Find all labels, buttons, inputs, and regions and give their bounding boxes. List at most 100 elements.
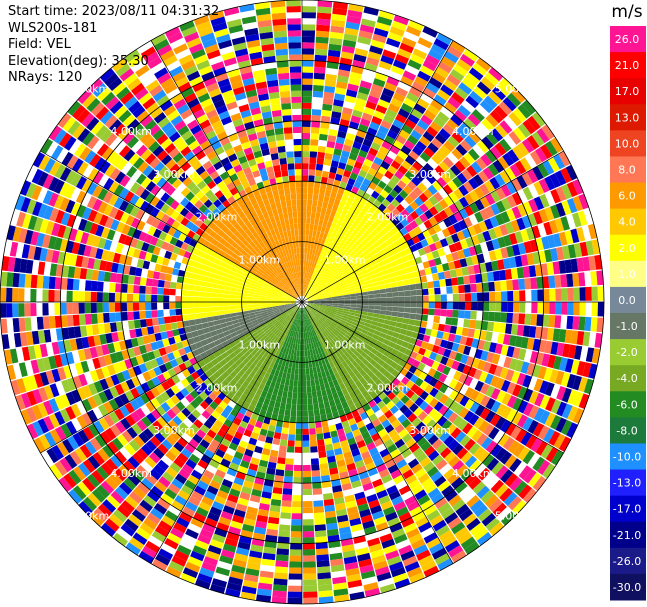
range-gate bbox=[260, 307, 267, 311]
range-gate bbox=[387, 32, 403, 43]
range-gate bbox=[443, 79, 458, 92]
range-gate bbox=[323, 260, 329, 267]
range-gate bbox=[303, 290, 306, 297]
range-gate bbox=[112, 437, 124, 451]
range-gate bbox=[318, 293, 325, 297]
range-gate bbox=[110, 374, 120, 386]
range-gate bbox=[227, 324, 235, 331]
range-gate bbox=[564, 230, 574, 245]
range-gate bbox=[55, 209, 65, 224]
range-gate bbox=[325, 279, 332, 285]
range-gate bbox=[475, 104, 490, 118]
range-gate bbox=[183, 236, 192, 245]
range-gate bbox=[222, 363, 231, 371]
range-gate bbox=[118, 360, 128, 372]
range-gate bbox=[145, 310, 152, 319]
range-gate bbox=[38, 155, 51, 171]
range-gate bbox=[329, 399, 336, 407]
range-gate bbox=[105, 261, 113, 272]
range-gate bbox=[302, 84, 313, 91]
range-gate bbox=[550, 204, 561, 219]
range-gate bbox=[269, 418, 277, 427]
range-gate bbox=[115, 243, 124, 254]
range-gate bbox=[372, 241, 380, 249]
range-gate bbox=[75, 337, 84, 350]
range-gate bbox=[199, 302, 206, 308]
range-gate bbox=[226, 532, 240, 542]
range-gate bbox=[465, 256, 474, 267]
range-gate bbox=[304, 247, 308, 254]
range-gate bbox=[532, 111, 546, 127]
range-gate bbox=[320, 414, 328, 422]
range-gate bbox=[344, 164, 354, 173]
range-gate bbox=[12, 363, 22, 379]
range-gate bbox=[221, 478, 233, 489]
range-gate bbox=[258, 459, 269, 468]
range-gate bbox=[324, 309, 331, 313]
range-gate bbox=[314, 518, 326, 526]
range-gate bbox=[448, 350, 458, 360]
range-gate bbox=[427, 142, 439, 154]
range-gate bbox=[161, 241, 170, 251]
range-gate bbox=[272, 487, 283, 495]
range-gate bbox=[226, 367, 234, 375]
range-gate bbox=[94, 434, 107, 448]
range-gate bbox=[338, 321, 346, 326]
range-gate bbox=[317, 327, 322, 334]
range-gate bbox=[337, 307, 344, 311]
range-gate bbox=[345, 132, 356, 141]
range-gate bbox=[376, 463, 387, 473]
range-gate bbox=[252, 277, 259, 283]
range-gate bbox=[476, 311, 483, 321]
range-gate bbox=[210, 330, 218, 337]
range-gate bbox=[278, 383, 285, 391]
range-gate bbox=[331, 251, 338, 258]
range-gate bbox=[343, 426, 352, 434]
range-gate bbox=[355, 364, 363, 373]
range-gate bbox=[302, 446, 310, 453]
range-gate bbox=[372, 355, 381, 363]
range-gate bbox=[292, 495, 302, 502]
range-gate bbox=[503, 356, 512, 369]
range-gate bbox=[290, 373, 295, 381]
range-gate bbox=[155, 356, 165, 366]
range-gate bbox=[533, 181, 545, 196]
range-gate bbox=[349, 71, 362, 81]
range-gate bbox=[139, 200, 150, 212]
range-gate bbox=[220, 511, 233, 521]
range-gate bbox=[427, 487, 441, 499]
range-gate bbox=[185, 403, 196, 413]
range-gate bbox=[513, 108, 527, 123]
range-gate bbox=[187, 308, 194, 314]
range-gate bbox=[304, 350, 308, 357]
range-gate bbox=[290, 300, 296, 302]
range-gate bbox=[419, 92, 433, 104]
range-gate bbox=[270, 317, 277, 322]
range-gate bbox=[349, 346, 356, 353]
range-gate bbox=[417, 411, 428, 422]
range-gate bbox=[356, 497, 368, 506]
range-gate bbox=[314, 415, 321, 423]
range-gate bbox=[302, 229, 306, 236]
range-gate bbox=[321, 389, 327, 397]
range-gate bbox=[303, 271, 305, 278]
range-gate bbox=[477, 532, 493, 546]
range-gate bbox=[307, 199, 313, 206]
range-gate bbox=[405, 155, 416, 166]
range-gate bbox=[83, 220, 93, 233]
range-gate bbox=[358, 361, 367, 370]
range-gate bbox=[418, 347, 427, 356]
range-gate bbox=[407, 324, 415, 332]
range-gate bbox=[58, 477, 72, 493]
range-gate bbox=[369, 45, 384, 55]
range-gate bbox=[428, 302, 435, 309]
range-gate bbox=[90, 313, 98, 325]
range-gate bbox=[541, 353, 551, 367]
range-gate bbox=[129, 206, 140, 217]
range-gate bbox=[174, 550, 189, 562]
range-gate bbox=[320, 332, 325, 339]
range-gate bbox=[326, 61, 339, 70]
range-gate bbox=[336, 273, 343, 279]
range-gate bbox=[187, 290, 194, 297]
range-gate bbox=[488, 363, 498, 375]
